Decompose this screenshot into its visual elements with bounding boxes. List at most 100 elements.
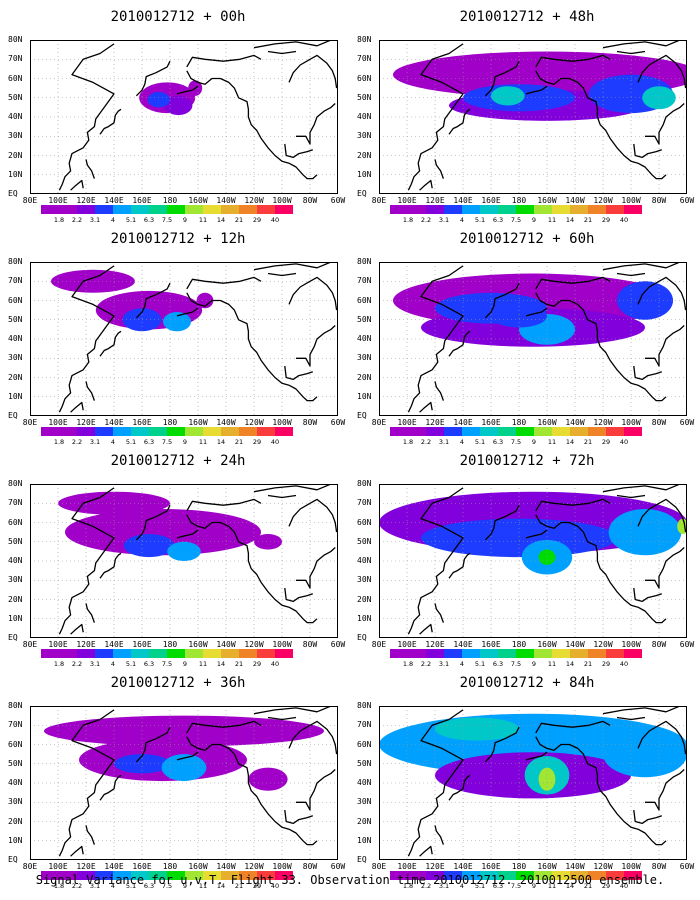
colorbar-swatch bbox=[149, 427, 167, 436]
coastline bbox=[58, 487, 115, 635]
colorbar-swatch bbox=[552, 649, 570, 658]
lat-label: 40N bbox=[357, 112, 372, 121]
map-frame bbox=[379, 706, 687, 860]
colorbar-label: 2.2 bbox=[420, 216, 432, 224]
colorbar-label: 29 bbox=[601, 660, 611, 668]
coastline bbox=[407, 265, 464, 413]
lon-label: 60W bbox=[330, 196, 346, 205]
coastline bbox=[135, 60, 171, 97]
colorbar-label: 21 bbox=[583, 660, 593, 668]
lon-label: 120E bbox=[425, 640, 445, 649]
lon-label: 140W bbox=[216, 418, 236, 427]
lon-label: 100E bbox=[397, 418, 417, 427]
colorbar-label: 3.1 bbox=[89, 216, 101, 224]
lat-label: 40N bbox=[8, 112, 23, 121]
lat-label: 80N bbox=[357, 257, 372, 266]
colorbar-swatch bbox=[41, 871, 59, 880]
coastline bbox=[535, 514, 667, 624]
lat-label: 10N bbox=[8, 835, 23, 845]
colorbar-label: 1.8 bbox=[402, 882, 414, 890]
colorbar bbox=[390, 871, 642, 880]
lon-label: 100E bbox=[48, 418, 68, 427]
lat-label: EQ bbox=[357, 633, 367, 642]
colorbar-label: 7.5 bbox=[510, 216, 522, 224]
lon-label: 140W bbox=[565, 862, 585, 871]
variance-region bbox=[421, 518, 617, 558]
colorbar-swatch bbox=[95, 649, 113, 658]
colorbar-label: 4 bbox=[459, 438, 465, 446]
lat-label: 50N bbox=[357, 536, 372, 546]
colorbar-swatch bbox=[221, 427, 239, 436]
colorbar-label: 7.5 bbox=[161, 882, 173, 890]
coastline bbox=[85, 603, 96, 623]
colorbar-swatch bbox=[498, 871, 516, 880]
lat-label: 70N bbox=[8, 54, 23, 64]
colorbar-label: 29 bbox=[252, 660, 262, 668]
lat-label: 80N bbox=[8, 479, 23, 488]
colorbar-swatch bbox=[480, 649, 498, 658]
lon-label: 140E bbox=[453, 418, 473, 427]
coastline bbox=[58, 43, 115, 191]
coastline bbox=[535, 736, 667, 846]
lat-label: 30N bbox=[357, 131, 372, 141]
panel-title: 2010012712 + 60h bbox=[459, 231, 595, 247]
colorbar-swatch bbox=[444, 427, 462, 436]
variance-region bbox=[491, 304, 547, 328]
colorbar-label: 2.2 bbox=[420, 882, 432, 890]
coastline bbox=[633, 143, 663, 159]
lat-label: 60N bbox=[8, 295, 23, 305]
coastline bbox=[645, 769, 685, 811]
lat-label: 10N bbox=[357, 169, 372, 179]
colorbar-swatch bbox=[444, 649, 462, 658]
map-frame bbox=[30, 262, 338, 416]
lon-label: 100W bbox=[272, 418, 292, 427]
lon-label: 80E bbox=[22, 418, 38, 427]
lon-label: 180 bbox=[511, 640, 527, 649]
lon-label: 120W bbox=[593, 196, 613, 205]
coastline bbox=[525, 85, 548, 95]
lat-label: 50N bbox=[8, 758, 23, 768]
lat-label: 30N bbox=[357, 353, 372, 363]
lon-label: 160E bbox=[132, 862, 152, 871]
coastline bbox=[407, 43, 464, 191]
lon-label: 100W bbox=[272, 862, 292, 871]
colorbar-label: 4 bbox=[459, 660, 465, 668]
lon-label: 120W bbox=[244, 640, 264, 649]
variance-region bbox=[435, 717, 519, 741]
lat-label: 60N bbox=[8, 517, 23, 527]
coastline bbox=[284, 809, 314, 825]
lon-label: 100E bbox=[48, 862, 68, 871]
colorbar bbox=[390, 649, 642, 658]
lat-label: 60N bbox=[8, 73, 23, 83]
panel-title: 2010012712 + 12h bbox=[110, 231, 246, 247]
colorbar-label: 2.2 bbox=[71, 660, 83, 668]
lat-label: 20N bbox=[357, 372, 372, 382]
coastline bbox=[58, 709, 115, 857]
colorbar-label: 7.5 bbox=[510, 438, 522, 446]
variance-region bbox=[196, 292, 214, 309]
lon-label: 160W bbox=[188, 196, 208, 205]
lat-label: 50N bbox=[357, 758, 372, 768]
coastline bbox=[85, 381, 96, 401]
lat-label: 60N bbox=[357, 739, 372, 749]
colorbar-swatch bbox=[131, 871, 149, 880]
colorbar bbox=[390, 205, 642, 214]
colorbar-swatch bbox=[41, 427, 59, 436]
map-area: 80N 70N 60N 50N 40N 30N 20N 10N EQ 80E 100E 120E 140… bbox=[357, 36, 694, 205]
coastline bbox=[288, 276, 338, 311]
lat-label: 80N bbox=[8, 257, 23, 266]
coastline bbox=[176, 85, 199, 95]
colorbar-label: 11 bbox=[198, 216, 208, 224]
variance-region bbox=[608, 509, 682, 556]
coastline bbox=[645, 325, 685, 367]
colorbar-label: 40 bbox=[619, 882, 629, 890]
colorbar-swatch bbox=[606, 871, 624, 880]
colorbar-label: 40 bbox=[270, 660, 280, 668]
colorbar-label: 3.1 bbox=[438, 438, 450, 446]
lon-label: 160W bbox=[537, 862, 557, 871]
colorbar-swatch bbox=[59, 205, 77, 214]
colorbar-swatch bbox=[185, 871, 203, 880]
colorbar-label: 11 bbox=[547, 438, 557, 446]
colorbar-label: 40 bbox=[270, 882, 280, 890]
coastline bbox=[525, 529, 548, 539]
